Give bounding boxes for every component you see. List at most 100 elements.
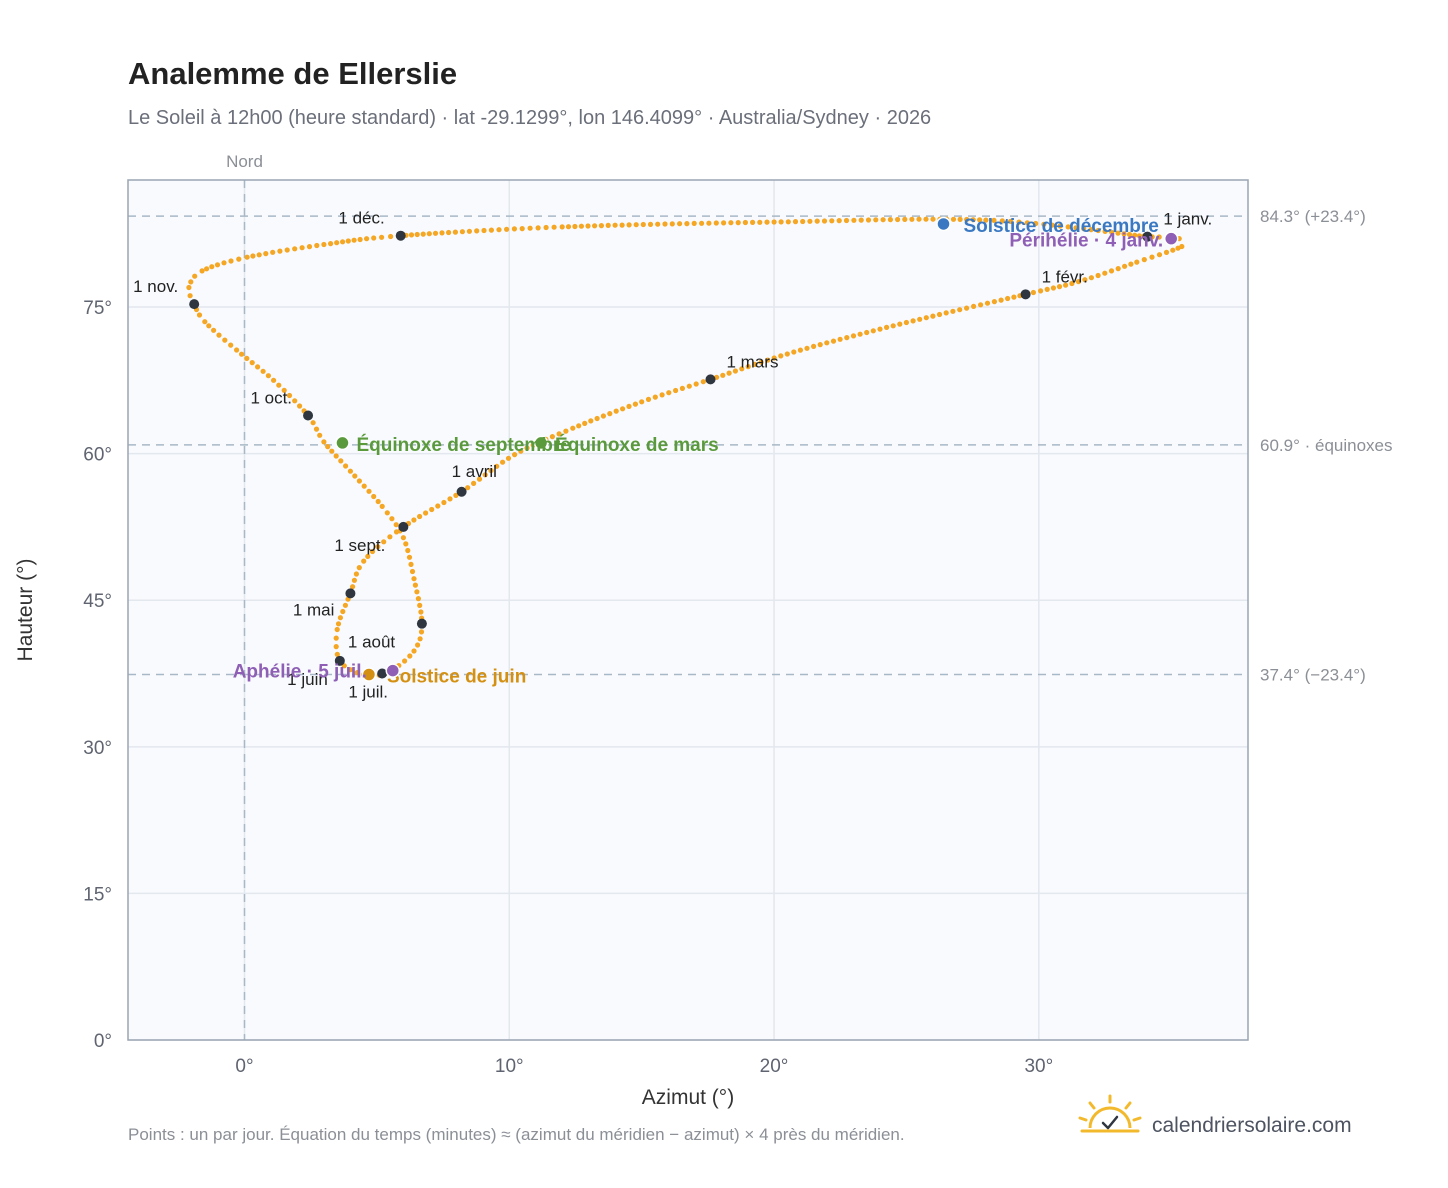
x-tick-label: 20° (760, 1056, 789, 1077)
daily-point (700, 379, 706, 385)
daily-point (887, 217, 894, 223)
daily-point (199, 268, 205, 274)
daily-point (371, 493, 377, 500)
daily-point (713, 220, 719, 226)
daily-point (435, 503, 441, 509)
daily-point (999, 218, 1005, 224)
daily-point (652, 394, 658, 400)
daily-point (843, 217, 850, 224)
daily-point (343, 463, 349, 469)
daily-point (356, 478, 362, 484)
daily-point (1065, 224, 1071, 230)
daily-point (814, 218, 820, 224)
daily-point (418, 609, 424, 615)
month-label: 1 juil. (348, 683, 388, 702)
event-marker (936, 216, 951, 232)
daily-point (239, 351, 245, 357)
daily-point (1115, 230, 1121, 236)
daily-point (474, 228, 480, 234)
daily-point (415, 596, 421, 602)
daily-point (244, 355, 250, 361)
reference-line-label: 60.9° · équinoxes (1260, 436, 1393, 455)
daily-point (1108, 268, 1115, 274)
daily-point (334, 651, 340, 658)
daily-point (844, 335, 850, 341)
daily-point (352, 473, 358, 479)
daily-point (669, 221, 675, 227)
daily-point (726, 370, 732, 376)
daily-point (930, 313, 936, 319)
daily-point (353, 571, 359, 577)
daily-point (1115, 266, 1121, 272)
daily-point (1049, 222, 1055, 228)
daily-point (1170, 247, 1176, 253)
daily-point (957, 307, 963, 313)
daily-point (1005, 295, 1011, 302)
daily-point (488, 467, 494, 474)
daily-point (858, 217, 864, 223)
y-tick-label: 45° (83, 591, 112, 612)
daily-point (764, 219, 770, 225)
daily-point (504, 226, 510, 232)
x-axis-label: Azimut (°) (642, 1086, 734, 1109)
daily-point (361, 483, 367, 489)
daily-point (895, 216, 901, 223)
daily-point (384, 510, 390, 516)
daily-point (659, 392, 665, 398)
daily-point (299, 245, 305, 251)
daily-point (639, 399, 645, 405)
daily-point (465, 485, 471, 491)
daily-point (505, 455, 512, 461)
daily-point (598, 223, 605, 229)
daily-point (260, 368, 266, 374)
daily-point (640, 221, 646, 228)
plot-area (128, 180, 1248, 1040)
daily-point (292, 398, 298, 404)
daily-point (381, 539, 387, 545)
daily-point (321, 241, 327, 248)
month-label: 1 août (348, 633, 396, 652)
daily-point (432, 230, 439, 236)
daily-point (742, 219, 749, 226)
daily-point (314, 242, 320, 249)
daily-point (594, 415, 600, 422)
month-marker (395, 230, 406, 241)
daily-point (209, 264, 215, 270)
daily-point (655, 221, 661, 227)
daily-point (864, 329, 870, 336)
daily-point (807, 218, 813, 224)
daily-point (411, 648, 417, 654)
daily-point (607, 411, 613, 417)
month-marker (303, 410, 314, 421)
daily-point (418, 629, 425, 635)
reference-line-label: 84.3° (+23.4°) (1260, 207, 1366, 226)
daily-point (897, 321, 903, 327)
daily-point (244, 254, 250, 260)
daily-point (792, 219, 799, 225)
month-label: 1 sept. (334, 536, 385, 555)
axis-ticks: 0° 10° 20° 30° 0° 15° 30° 45° 60° 75° (83, 298, 1053, 1077)
daily-point (991, 299, 998, 305)
daily-point (188, 279, 194, 285)
daily-point (1122, 263, 1128, 269)
daily-point (192, 273, 198, 279)
daily-point (393, 522, 399, 528)
daily-point (405, 547, 411, 554)
daily-point (345, 238, 351, 244)
month-marker (189, 299, 200, 310)
y-tick-label: 30° (83, 738, 112, 759)
daily-point (387, 534, 393, 540)
daily-point (1057, 223, 1063, 229)
daily-point (417, 636, 423, 642)
daily-point (206, 323, 212, 329)
daily-point (1008, 218, 1014, 224)
daily-point (1156, 234, 1162, 240)
daily-point (811, 343, 817, 349)
daily-point (407, 653, 413, 659)
daily-point (877, 326, 883, 332)
daily-point (333, 644, 339, 650)
daily-point (408, 561, 414, 568)
event-label: Équinoxe de mars (555, 434, 719, 456)
daily-point (950, 308, 956, 314)
